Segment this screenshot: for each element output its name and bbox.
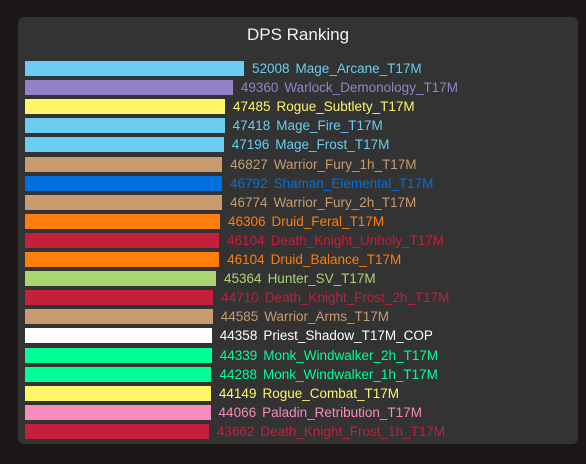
bar-value-label: 52008 [252, 61, 290, 76]
bar-value-label: 44066 [218, 404, 257, 420]
bar-value-label: 44339 [219, 347, 258, 363]
bar-value-label: 46774 [229, 194, 268, 210]
bar-category-label: Death_Knight_Unholy_T17M [270, 232, 445, 248]
bar-category-label: Warrior_Fury_1h_T17M [273, 156, 417, 172]
bar-value-label: 49360 [240, 80, 279, 96]
bar-value-label: 44288 [219, 366, 258, 382]
bar-value-label: 46104 [227, 252, 265, 267]
bar-category-label: Monk_Windwalker_2h_T17M [263, 347, 439, 363]
bar-category-label: Rogue_Subtlety_T17M [276, 99, 415, 115]
bar-value-label: 44585 [220, 309, 259, 325]
bar-warrior-fury-2h-t17m [25, 194, 222, 210]
bar-label: 49360 Warlock_Demonology_T17M [241, 80, 458, 95]
bar-category-label: Death_Knight_Frost_2h_T17M [264, 290, 450, 306]
bar-value-label: 47485 [232, 99, 271, 115]
bar-category-label: Rogue_Combat_T17M [262, 385, 400, 401]
bar-category-label: Priest_Shadow_T17M_COP [263, 328, 433, 344]
bar-rogue-combat-t17m [25, 385, 211, 401]
chart-title: DPS Ranking [246, 25, 350, 44]
bar-label: 52008 Mage_Arcane_T17M [252, 61, 422, 76]
bar-label: 46792 Shaman_Elemental_T17M [230, 176, 433, 191]
bar-label: 44288 Monk_Windwalker_1h_T17M [219, 367, 437, 382]
bar-value-label: 44710 [221, 290, 259, 306]
bar-mage-arcane-t17m [25, 61, 244, 76]
bar-value-label: 47196 [231, 137, 270, 153]
chart-panel: DPS Ranking 52008 Mage_Arcane_T17M 49360 Wa… [18, 17, 578, 444]
bar-label: 44710 Death_Knight_Frost_2h_T17M [221, 290, 449, 305]
bar-rogue-subtlety-t17m [25, 99, 225, 115]
bar-hunter-sv-t17m [25, 271, 217, 287]
bar-label: 47196 Mage_Frost_T17M [232, 137, 390, 152]
bar-label: 46306 Druid_Feral_T17M [228, 214, 384, 229]
bar-category-label: Mage_Frost_T17M [275, 137, 390, 153]
bar-warlock-demonology-t17m [25, 80, 233, 96]
bar-category-label: Mage_Arcane_T17M [295, 61, 422, 76]
bar-value-label: 47418 [232, 118, 271, 134]
bar-value-label: 46306 [227, 213, 266, 229]
bar-label: 46104 Druid_Balance_T17M [227, 252, 401, 267]
bar-value-label: 43662 [216, 423, 255, 439]
bar-mage-frost-t17m [25, 137, 224, 153]
bar-category-label: Hunter_SV_T17M [267, 271, 376, 287]
bar-death-knight-frost-2h-t17m [25, 290, 214, 306]
bar-category-label: Monk_Windwalker_1h_T17M [263, 366, 438, 382]
bar-monk-windwalker-2h-t17m [25, 347, 212, 363]
bar-category-label: Death_Knight_Frost_1h_T17M [260, 423, 446, 439]
bar-category-label: Warrior_Fury_2h_T17M [273, 194, 417, 210]
bar-warrior-arms-t17m [25, 309, 213, 325]
bar-label: 47418 Mage_Fire_T17M [233, 118, 383, 133]
bar-paladin-retribution-t17m [25, 404, 211, 420]
bar-area: 52008 Mage_Arcane_T17M 49360 Warlock_Demono… [18, 17, 578, 444]
bar-death-knight-frost-1h-t17m [25, 423, 209, 439]
bar-value-label: 45364 [224, 271, 262, 287]
bar-label: 46104 Death_Knight_Unholy_T17M [227, 233, 444, 248]
bar-category-label: Warrior_Arms_T17M [264, 309, 390, 325]
bar-label: 43662 Death_Knight_Frost_1h_T17M [217, 424, 445, 439]
bar-label: 44358 Priest_Shadow_T17M_COP [220, 328, 433, 343]
bar-death-knight-unholy-t17m [25, 232, 220, 248]
bar-label: 44585 Warrior_Arms_T17M [221, 309, 389, 324]
bar-label: 46827 Warrior_Fury_1h_T17M [230, 157, 416, 172]
bar-category-label: Druid_Balance_T17M [270, 252, 402, 267]
bar-label: 46774 Warrior_Fury_2h_T17M [230, 195, 416, 210]
bar-druid-balance-t17m [25, 252, 220, 267]
bar-shaman-elemental-t17m [25, 175, 223, 191]
bar-label: 44149 Rogue_Combat_T17M [219, 386, 399, 401]
bar-value-label: 46827 [230, 156, 268, 172]
bar-druid-feral-t17m [25, 213, 220, 229]
bar-label: 44066 Paladin_Retribution_T17M [219, 405, 422, 420]
bar-warrior-fury-1h-t17m [25, 156, 223, 172]
bar-label: 44339 Monk_Windwalker_2h_T17M [220, 348, 438, 363]
bar-value-label: 44358 [219, 328, 258, 344]
bar-category-label: Shaman_Elemental_T17M [273, 175, 434, 191]
bar-category-label: Mage_Fire_T17M [276, 118, 383, 134]
bar-category-label: Paladin_Retribution_T17M [262, 404, 422, 420]
bar-label: 47485 Rogue_Subtlety_T17M [233, 99, 415, 114]
bar-priest-shadow-t17m-cop [25, 328, 212, 344]
bar-category-label: Druid_Feral_T17M [271, 213, 385, 229]
bar-label: 45364 Hunter_SV_T17M [224, 271, 376, 286]
bar-value-label: 44149 [218, 385, 257, 401]
bar-mage-fire-t17m [25, 118, 225, 134]
bar-value-label: 46104 [227, 232, 265, 248]
bar-category-label: Warlock_Demonology_T17M [284, 80, 458, 96]
bar-monk-windwalker-1h-t17m [25, 366, 212, 382]
bar-value-label: 46792 [230, 175, 268, 191]
